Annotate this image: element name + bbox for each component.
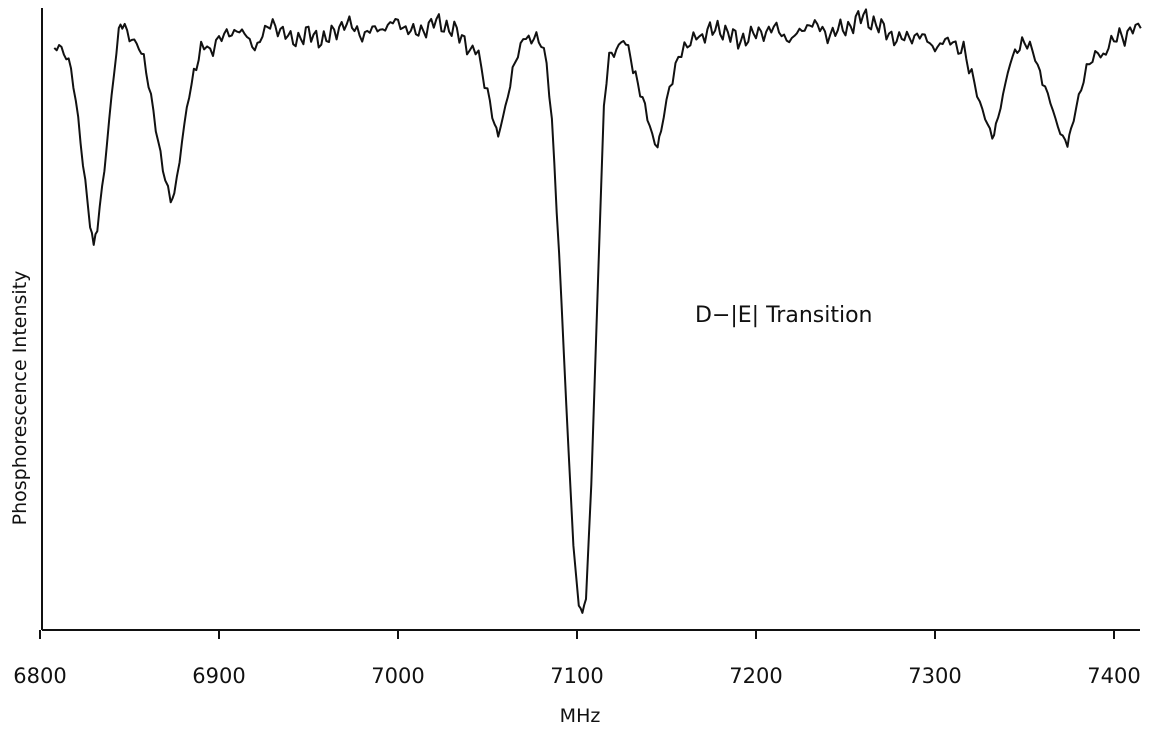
x-tick-label-7400: 7400 bbox=[1087, 664, 1140, 688]
transition-annotation: D−|E| Transition bbox=[695, 303, 872, 328]
x-tick-label-7300: 7300 bbox=[908, 664, 961, 688]
axes: 6800 6900 7000 7100 7200 7300 7400 bbox=[13, 8, 1141, 688]
x-tick-label-6900: 6900 bbox=[192, 664, 245, 688]
spectrum-line bbox=[53, 8, 1142, 614]
plot-area bbox=[53, 8, 1142, 614]
x-tick-label-7000: 7000 bbox=[371, 664, 424, 688]
x-tick-label-7100: 7100 bbox=[550, 664, 603, 688]
x-tick-label-7200: 7200 bbox=[729, 664, 782, 688]
y-axis-title: Phosphorescence Intensity bbox=[9, 271, 31, 526]
x-axis-title: MHz bbox=[560, 705, 601, 727]
x-tick-label-6800: 6800 bbox=[13, 664, 66, 688]
